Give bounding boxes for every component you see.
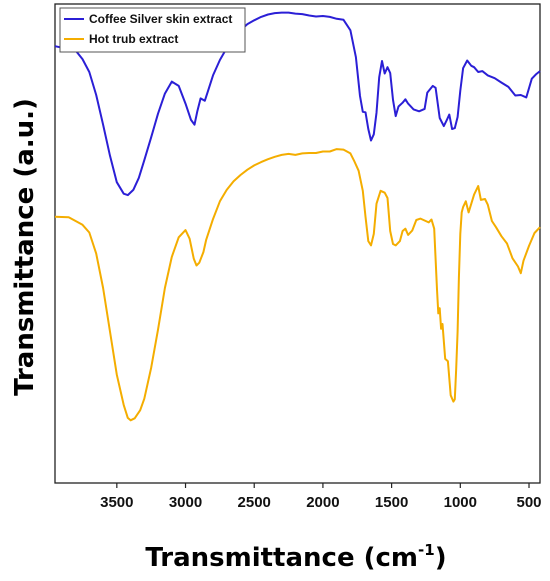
y-axis-title: Transmittance (a.u.) [10,98,40,396]
x-tick-label: 3000 [169,494,202,511]
x-tick-layer: 3500 3000 2500 2000 1500 1000 500 [100,483,542,511]
x-tick-label: 2000 [306,494,339,511]
legend: Coffee Silver skin extract Hot trub extr… [59,7,246,53]
legend-label-coffee-silver-skin: Coffee Silver skin extract [89,12,232,26]
x-axis-title: Transmittance (cm-1) [145,541,446,573]
legend-box [59,7,246,53]
series-layer [54,11,541,422]
x-tick-label: 500 [516,494,541,511]
series-line-1 [54,148,541,422]
x-tick-label: 3500 [100,494,133,511]
legend-label-hot-trub: Hot trub extract [89,32,178,46]
x-axis-title-main: Transmittance (cm [145,543,418,573]
series-line-0 [54,11,541,197]
x-tick-label: 2500 [238,494,271,511]
x-axis-title-sup: -1 [418,541,435,559]
x-tick-label: 1500 [375,494,408,511]
x-tick-label: 1000 [444,494,477,511]
plot-frame [54,3,541,484]
x-axis-title-end: ) [435,543,447,573]
